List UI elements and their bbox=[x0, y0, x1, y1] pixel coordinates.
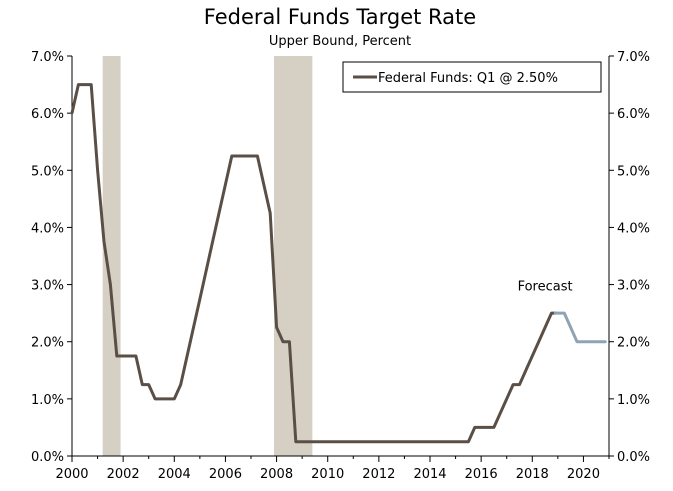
x-tick-label: 2006 bbox=[209, 467, 242, 482]
y-tick-label-right: 1.0% bbox=[617, 393, 650, 408]
x-tick-label: 2014 bbox=[413, 467, 446, 482]
y-tick-label-right: 2.0% bbox=[617, 336, 650, 351]
y-tick-label-left: 7.0% bbox=[31, 50, 64, 65]
x-tick-label: 2012 bbox=[362, 467, 395, 482]
x-tick-label: 2004 bbox=[158, 467, 191, 482]
forecast-annotation: Forecast bbox=[518, 279, 573, 294]
x-tick-label: 2000 bbox=[55, 467, 88, 482]
x-tick-label: 2010 bbox=[311, 467, 344, 482]
y-tick-label-right: 0.0% bbox=[617, 450, 650, 465]
y-tick-label-right: 3.0% bbox=[617, 279, 650, 294]
y-tick-label-left: 5.0% bbox=[31, 164, 64, 179]
series-line-federal-funds bbox=[70, 83, 557, 444]
series-line-forecast bbox=[553, 311, 607, 344]
legend: Federal Funds: Q1 @ 2.50% bbox=[342, 61, 602, 93]
y-tick-label-left: 6.0% bbox=[31, 107, 64, 122]
series-lines bbox=[70, 83, 607, 444]
y-tick-label-left: 3.0% bbox=[31, 279, 64, 294]
x-tick-label: 2018 bbox=[516, 467, 549, 482]
y-tick-label-right: 7.0% bbox=[617, 50, 650, 65]
y-tick-label-left: 4.0% bbox=[31, 221, 64, 236]
x-tick-label: 2016 bbox=[465, 467, 498, 482]
y-tick-label-left: 1.0% bbox=[31, 393, 64, 408]
chart-subtitle: Upper Bound, Percent bbox=[269, 34, 411, 49]
y-tick-label-right: 5.0% bbox=[617, 164, 650, 179]
y-tick-label-right: 6.0% bbox=[617, 107, 650, 122]
y-tick-label-left: 2.0% bbox=[31, 336, 64, 351]
axes: 0.0% 0.0% 1.0% 1.0% 2.0% 2.0% 3.0% 3.0% 4.0% 4.0%… bbox=[31, 50, 650, 482]
recession-shading bbox=[102, 56, 313, 456]
y-tick-label-left: 0.0% bbox=[31, 450, 64, 465]
x-tick-label: 2008 bbox=[260, 467, 293, 482]
legend-label: Federal Funds: Q1 @ 2.50% bbox=[378, 71, 558, 86]
y-tick-label-right: 4.0% bbox=[617, 221, 650, 236]
x-tick-label: 2002 bbox=[107, 467, 140, 482]
legend-box bbox=[342, 61, 602, 93]
x-tick-label: 2020 bbox=[567, 467, 600, 482]
chart-title: Federal Funds Target Rate bbox=[204, 5, 476, 29]
